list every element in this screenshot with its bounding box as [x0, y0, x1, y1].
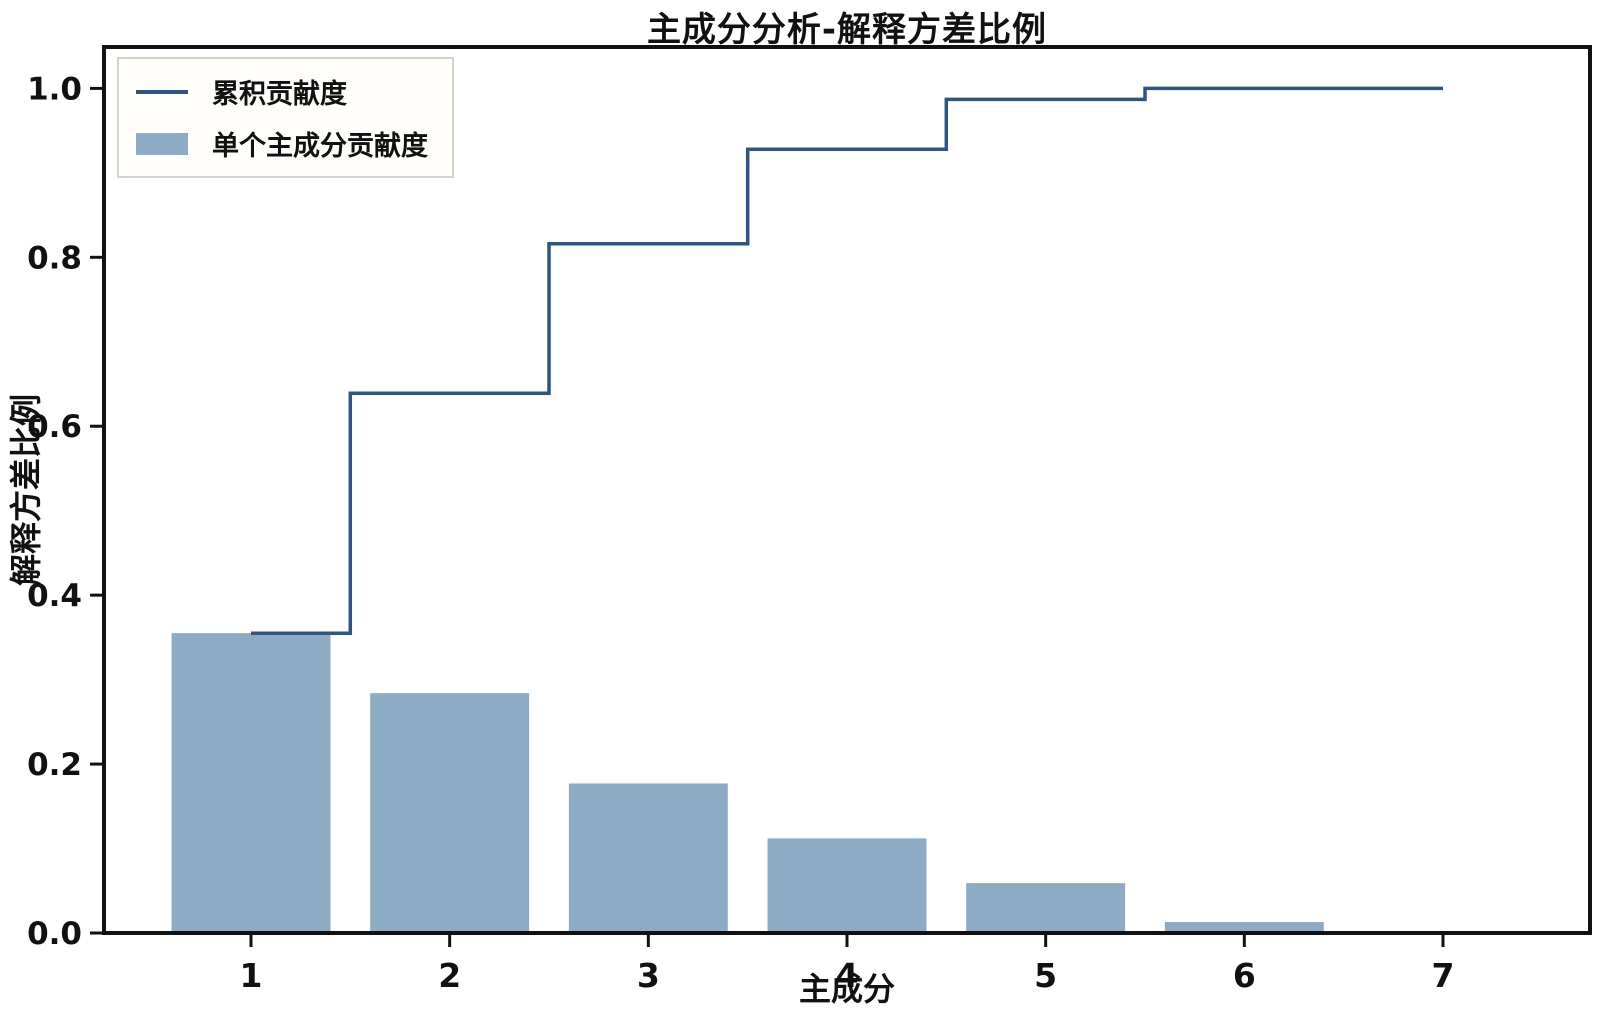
- legend-item-cumulative: 累积贡献度: [136, 72, 428, 111]
- x-tick-label: 4: [836, 956, 859, 995]
- legend-item-label: 单个主成分贡献度: [212, 131, 428, 162]
- y-tick-label: 0.2: [27, 747, 82, 783]
- chart-title: 主成分分析-解释方差比例: [646, 10, 1048, 50]
- plot-border: [102, 45, 1592, 935]
- individual-bar-swatch: [136, 132, 188, 155]
- y-tick-label: 0.6: [27, 409, 82, 445]
- x-axis-label: 主成分: [798, 970, 895, 1008]
- legend-item-individual: 单个主成分贡献度: [136, 124, 428, 163]
- bar-pc-1: [171, 633, 331, 933]
- y-axis-label: 解释方差比例: [7, 393, 45, 587]
- legend-item-label: 累积贡献度: [212, 79, 347, 110]
- x-tick-label: 5: [1034, 956, 1057, 995]
- cumulative-step-line: [251, 86, 1443, 635]
- bar-swatch-icon: [136, 132, 188, 155]
- y-tick-label: 0.0: [27, 916, 82, 952]
- x-tick-label: 2: [438, 956, 461, 995]
- bar-pc-2: [370, 693, 530, 933]
- line-swatch-icon: [136, 89, 188, 94]
- x-tick-label: 1: [240, 956, 263, 995]
- cumulative-line-swatch: [136, 89, 188, 94]
- bar-pc-4: [767, 838, 927, 933]
- bar-pc-6: [1164, 922, 1324, 933]
- y-tick-label: 1.0: [27, 71, 82, 107]
- x-tick-label: 7: [1432, 956, 1455, 995]
- x-tick-label: 6: [1233, 956, 1256, 995]
- bar-pc-3: [568, 783, 728, 933]
- y-tick-label: 0.8: [27, 240, 82, 276]
- x-tick-label: 3: [637, 956, 660, 995]
- bar-pc-5: [966, 883, 1126, 933]
- legend: 累积贡献度 单个主成分贡献度: [117, 57, 454, 178]
- y-tick-label: 0.4: [27, 578, 82, 614]
